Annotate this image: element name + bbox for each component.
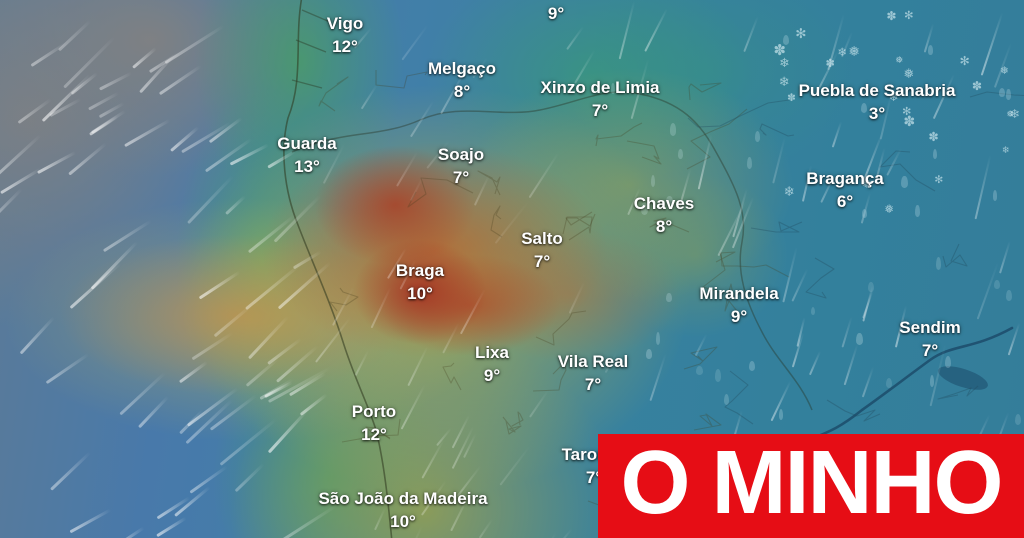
location-label[interactable]: São João da Madeira 10° xyxy=(318,487,487,533)
location-name: Vila Real xyxy=(557,352,629,371)
location-temp: 3° xyxy=(868,104,886,123)
terrain-line xyxy=(693,413,722,431)
location-name: São João da Madeira xyxy=(318,489,488,508)
location-temp: 7° xyxy=(921,341,939,360)
location-temp: 7° xyxy=(452,168,470,187)
location-temp: 12° xyxy=(361,425,387,444)
terrain-line xyxy=(565,211,596,227)
terrain-line xyxy=(687,99,790,128)
reservoir xyxy=(938,366,988,390)
location-name: Melgaço xyxy=(427,59,497,78)
terrain-line xyxy=(686,108,748,170)
location-name: Guarda xyxy=(277,134,337,153)
river-douro xyxy=(806,326,1014,442)
terrain-line xyxy=(750,221,803,233)
terrain-line xyxy=(720,252,790,278)
o-minho-banner: O MINHO xyxy=(598,432,1024,538)
location-temp: 7° xyxy=(591,101,609,120)
terrain-line xyxy=(805,257,835,299)
country-border xyxy=(291,91,813,411)
location-label[interactable]: 9° xyxy=(548,2,564,25)
terrain-line xyxy=(942,243,968,268)
terrain-line xyxy=(490,205,503,238)
terrain-line xyxy=(442,362,462,391)
location-name: Salto xyxy=(521,229,563,248)
terrain-line xyxy=(688,82,722,101)
location-name: Lixa xyxy=(474,343,510,362)
terrain-line xyxy=(969,91,1024,98)
terrain-line xyxy=(511,411,524,427)
location-temp: 9° xyxy=(483,366,501,385)
estuary-lines xyxy=(291,9,331,89)
coastline xyxy=(283,0,393,538)
location-name: Vigo xyxy=(326,14,364,33)
location-temp: 8° xyxy=(655,217,673,236)
location-label[interactable]: Sendim 7° xyxy=(899,316,960,362)
banner-text: O MINHO xyxy=(620,432,1004,533)
terrain-line xyxy=(318,76,349,112)
location-temp: 12° xyxy=(332,37,358,56)
terrain-line xyxy=(826,399,881,422)
location-label[interactable]: Guarda 13° xyxy=(277,132,337,178)
location-temp: 8° xyxy=(453,82,471,101)
location-label[interactable]: Braga 10° xyxy=(396,259,444,305)
location-label[interactable]: Puebla de Sanabria 3° xyxy=(799,79,956,125)
location-temp: 9° xyxy=(730,307,748,326)
location-label[interactable]: Salto 7° xyxy=(521,227,563,273)
location-name: Soajo xyxy=(437,145,485,164)
terrain-line xyxy=(365,418,401,440)
location-temp: 7° xyxy=(533,252,551,271)
location-temp: 6° xyxy=(836,192,854,211)
location-temp: 7° xyxy=(584,375,602,394)
location-label[interactable]: Mirandela 9° xyxy=(699,282,778,328)
location-label[interactable]: Soajo 7° xyxy=(438,143,484,189)
location-name: Puebla de Sanabria xyxy=(798,81,956,100)
location-name: Xinzo de Limia xyxy=(540,78,660,97)
location-label[interactable]: Chaves 8° xyxy=(634,192,694,238)
terrain-line xyxy=(649,217,690,233)
terrain-line xyxy=(702,251,736,293)
location-label[interactable]: Xinzo de Limia 7° xyxy=(540,76,659,122)
location-temp: 10° xyxy=(407,284,433,303)
location-name: Porto xyxy=(351,402,397,421)
terrain-line xyxy=(879,150,936,192)
terrain-line xyxy=(562,216,593,241)
terrain-line xyxy=(477,170,501,196)
location-label[interactable]: Vila Real 7° xyxy=(558,350,629,396)
terrain-line xyxy=(724,283,742,317)
location-label[interactable]: Melgaço 8° xyxy=(428,57,496,103)
location-name: Braga xyxy=(395,261,445,280)
location-name: Bragança xyxy=(806,169,884,188)
location-label[interactable]: Bragança 6° xyxy=(806,167,883,213)
terrain-line xyxy=(341,434,391,443)
location-name: Mirandela xyxy=(699,284,779,303)
terrain-line xyxy=(759,123,795,137)
location-name: Chaves xyxy=(633,194,695,213)
terrain-line xyxy=(407,177,474,208)
terrain-line xyxy=(937,385,979,400)
terrain-line xyxy=(595,122,643,147)
terrain-line xyxy=(532,362,567,392)
terrain-line xyxy=(329,287,359,312)
location-temp: 10° xyxy=(390,512,416,531)
location-label[interactable]: Lixa 9° xyxy=(475,341,509,387)
location-name: Sendim xyxy=(899,318,961,337)
terrain-line xyxy=(724,370,754,425)
terrain-line xyxy=(683,346,718,370)
terrain-line xyxy=(375,70,428,89)
terrain-line xyxy=(502,416,522,435)
terrain-line xyxy=(626,140,662,165)
terrain-line xyxy=(535,310,587,346)
location-label[interactable]: Vigo 12° xyxy=(327,12,364,58)
location-temp: 9° xyxy=(547,4,565,23)
location-temp: 13° xyxy=(294,157,320,176)
location-label[interactable]: Porto 12° xyxy=(352,400,396,446)
